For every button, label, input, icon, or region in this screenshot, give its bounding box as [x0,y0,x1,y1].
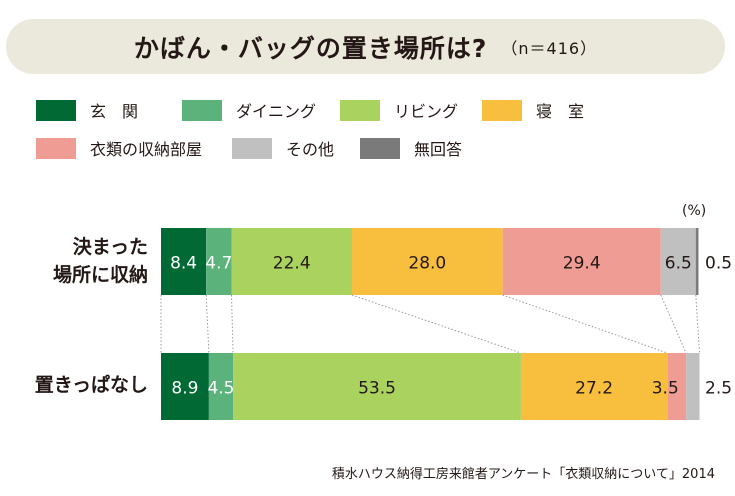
data-label: 0.5 [705,254,732,274]
legend-item-living: リビング [340,99,458,121]
bar-segment [660,228,696,295]
legend-swatch [182,99,222,121]
row-label-line: 決まった [72,236,148,258]
connector-line [205,294,210,354]
legend-label: 衣類の収納部屋 [90,140,203,159]
data-label: 28.0 [408,254,446,274]
connector-line [502,294,668,354]
legend-item-closet-room: 衣類の収納部屋 [36,137,202,159]
bar-segment [686,353,700,420]
bar-segment [351,228,503,295]
bar-segment [233,353,521,420]
legend-item-no-answer: 無回答 [360,137,462,159]
legend-label: その他 [286,140,335,159]
connector-line [660,294,687,354]
legend-item-bedroom: 寝 室 [482,99,584,121]
bar-segment [695,228,699,295]
bar-segment [231,228,352,295]
data-label: 27.2 [575,379,613,399]
data-label: 29.4 [563,254,601,274]
bar-segment [502,228,661,295]
legend-item-dining: ダイニング [182,99,316,121]
title-banner: かばん・バッグの置き場所は? （n＝416） [6,19,725,74]
bar-segment [208,353,234,420]
data-label: 4.5 [207,379,234,399]
bar-segment [161,228,207,295]
legend-label: 玄 関 [90,102,139,121]
sample-size-note: （n＝416） [501,38,598,58]
data-label: 6.5 [665,254,692,274]
chart-title: かばん・バッグの置き場所は? [133,33,488,63]
connector-line [695,294,701,354]
legend-swatch [36,137,76,159]
legend-swatch [340,99,380,121]
legend-label: 寝 室 [536,102,585,121]
row-label-fixed-place: 決まった 場所に収納 [20,233,148,289]
bar-segment [667,353,687,420]
data-label: 8.4 [170,254,197,274]
data-label: 22.4 [273,254,311,274]
legend-swatch [482,99,522,121]
legend-item-other: その他 [232,137,334,159]
source-note: 積水ハウス納得工房来館者アンケート「衣類収納について」2014 [331,467,715,482]
legend-label: 無回答 [414,140,463,159]
legend-swatch [360,137,400,159]
data-label: 3.5 [652,379,679,399]
legend-label: ダイニング [236,102,317,121]
bar-segment [206,228,232,295]
bar-segment [520,353,668,420]
connector-line [351,294,522,354]
data-label: 4.7 [205,254,232,274]
unit-label: (%) [682,203,707,219]
data-label: 53.5 [358,379,396,399]
bar-segment [161,353,209,420]
data-label: 2.5 [705,379,732,399]
data-label: 8.9 [171,379,198,399]
legend-swatch [36,99,76,121]
row-label-line: 置きっぱなし [34,374,148,396]
row-label-left-out: 置きっぱなし [20,371,148,399]
legend-label: リビング [394,102,459,121]
connector-line [230,294,234,354]
legend: 玄 関 ダイニング リビング 寝 室 衣類の収納部屋 その他 無回答 [36,99,656,169]
legend-swatch [232,137,272,159]
legend-item-entrance: 玄 関 [36,99,138,121]
row-label-line: 場所に収納 [52,264,148,286]
